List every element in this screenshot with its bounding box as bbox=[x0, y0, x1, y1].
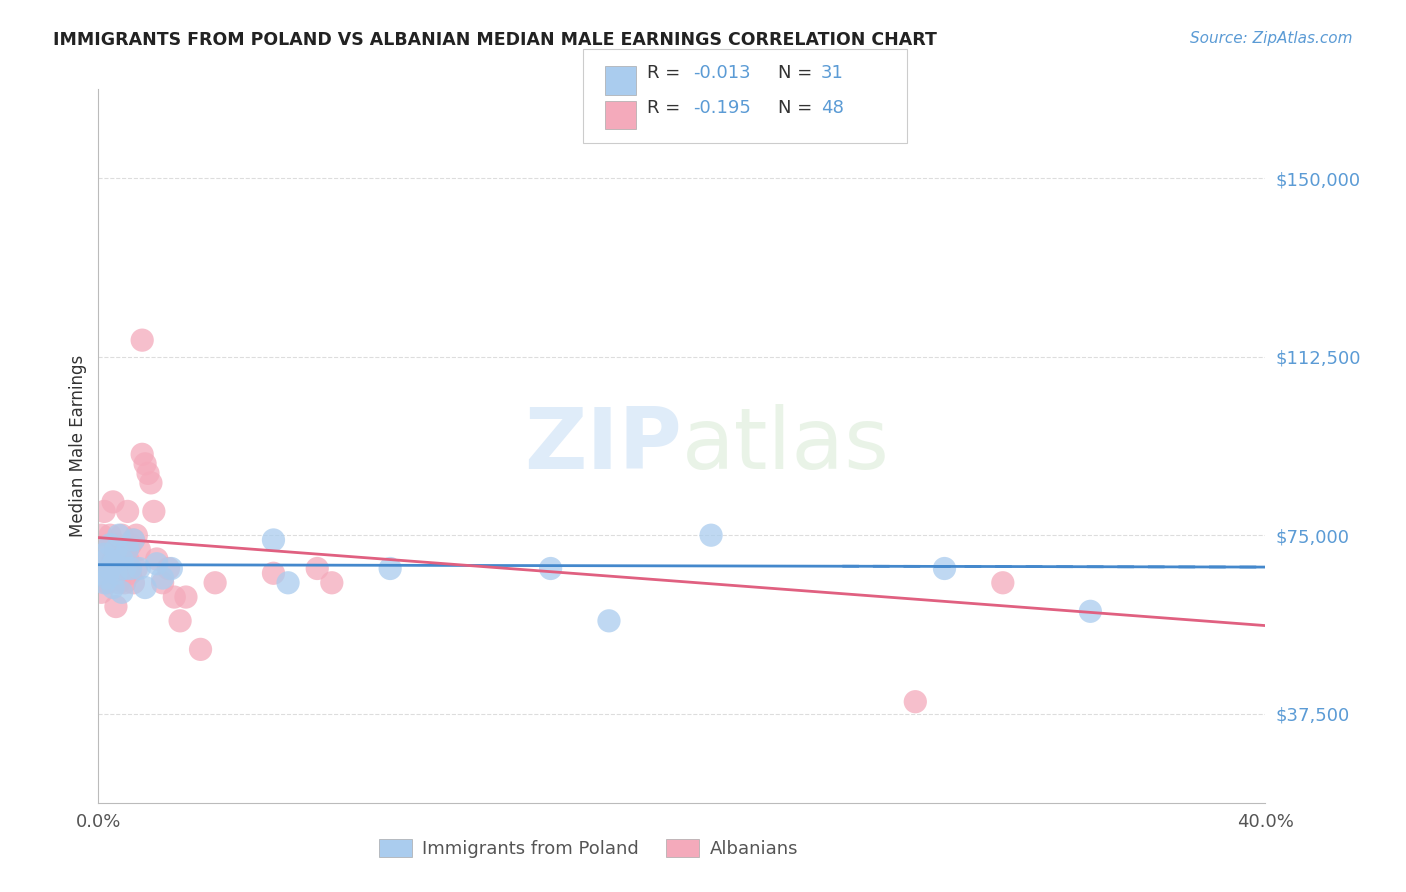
Text: IMMIGRANTS FROM POLAND VS ALBANIAN MEDIAN MALE EARNINGS CORRELATION CHART: IMMIGRANTS FROM POLAND VS ALBANIAN MEDIA… bbox=[53, 31, 938, 49]
Point bbox=[146, 552, 169, 566]
Point bbox=[540, 561, 562, 575]
Text: N =: N = bbox=[778, 99, 817, 117]
Text: R =: R = bbox=[647, 99, 686, 117]
Point bbox=[96, 571, 118, 585]
Point bbox=[98, 528, 121, 542]
Point bbox=[93, 504, 115, 518]
Point bbox=[152, 575, 174, 590]
Point bbox=[96, 542, 118, 557]
Point bbox=[163, 590, 186, 604]
Point bbox=[98, 561, 121, 575]
Point bbox=[128, 542, 150, 557]
Point bbox=[101, 552, 124, 566]
Point bbox=[117, 552, 139, 566]
Point bbox=[262, 533, 284, 547]
Point bbox=[128, 561, 150, 575]
Point bbox=[98, 561, 121, 575]
Point bbox=[700, 528, 723, 542]
Point bbox=[120, 566, 142, 581]
Point bbox=[122, 575, 145, 590]
Point bbox=[190, 642, 212, 657]
Point bbox=[380, 561, 402, 575]
Point bbox=[104, 599, 127, 614]
Point bbox=[108, 528, 131, 542]
Point bbox=[90, 585, 112, 599]
Y-axis label: Median Male Earnings: Median Male Earnings bbox=[69, 355, 87, 537]
Text: N =: N = bbox=[778, 64, 817, 82]
Point bbox=[321, 575, 343, 590]
Point bbox=[169, 614, 191, 628]
Text: R =: R = bbox=[647, 64, 686, 82]
Point bbox=[131, 333, 153, 347]
Point bbox=[108, 542, 131, 557]
Point bbox=[598, 614, 620, 628]
Text: atlas: atlas bbox=[682, 404, 890, 488]
Text: -0.013: -0.013 bbox=[693, 64, 751, 82]
Point bbox=[98, 538, 121, 552]
Point bbox=[991, 575, 1014, 590]
Point bbox=[139, 475, 162, 490]
Point bbox=[117, 504, 139, 518]
Point bbox=[307, 561, 329, 575]
Point bbox=[108, 552, 131, 566]
Point bbox=[122, 533, 145, 547]
Point bbox=[125, 561, 148, 575]
Point bbox=[174, 590, 197, 604]
Point bbox=[114, 575, 136, 590]
Point bbox=[157, 561, 180, 575]
Text: -0.195: -0.195 bbox=[693, 99, 751, 117]
Point bbox=[1080, 604, 1102, 618]
Point bbox=[160, 561, 183, 575]
Point bbox=[90, 528, 112, 542]
Point bbox=[96, 575, 118, 590]
Point bbox=[93, 547, 115, 561]
Point bbox=[134, 457, 156, 471]
Point bbox=[101, 557, 124, 571]
Point bbox=[904, 695, 927, 709]
Point bbox=[90, 566, 112, 581]
Point bbox=[93, 575, 115, 590]
Point bbox=[120, 538, 142, 552]
Point bbox=[111, 528, 134, 542]
Text: 48: 48 bbox=[821, 99, 844, 117]
Point bbox=[262, 566, 284, 581]
Point bbox=[136, 467, 159, 481]
Text: ZIP: ZIP bbox=[524, 404, 682, 488]
Point bbox=[125, 528, 148, 542]
Point bbox=[101, 581, 124, 595]
Point bbox=[146, 557, 169, 571]
Point bbox=[104, 566, 127, 581]
Point bbox=[134, 581, 156, 595]
Text: 31: 31 bbox=[821, 64, 844, 82]
Point bbox=[122, 533, 145, 547]
Point bbox=[108, 575, 131, 590]
Point bbox=[104, 542, 127, 557]
Point bbox=[114, 547, 136, 561]
Point bbox=[111, 561, 134, 575]
Point bbox=[131, 447, 153, 461]
Point bbox=[114, 561, 136, 575]
Point bbox=[104, 566, 127, 581]
Point bbox=[104, 538, 127, 552]
Point bbox=[117, 542, 139, 557]
Text: Source: ZipAtlas.com: Source: ZipAtlas.com bbox=[1189, 31, 1353, 46]
Point bbox=[142, 504, 165, 518]
Point bbox=[111, 552, 134, 566]
Point bbox=[152, 571, 174, 585]
Point bbox=[111, 585, 134, 599]
Point bbox=[93, 561, 115, 575]
Point bbox=[204, 575, 226, 590]
Point bbox=[277, 575, 299, 590]
Point bbox=[120, 561, 142, 575]
Legend: Immigrants from Poland, Albanians: Immigrants from Poland, Albanians bbox=[371, 831, 806, 865]
Point bbox=[934, 561, 956, 575]
Point bbox=[101, 495, 124, 509]
Point bbox=[96, 552, 118, 566]
